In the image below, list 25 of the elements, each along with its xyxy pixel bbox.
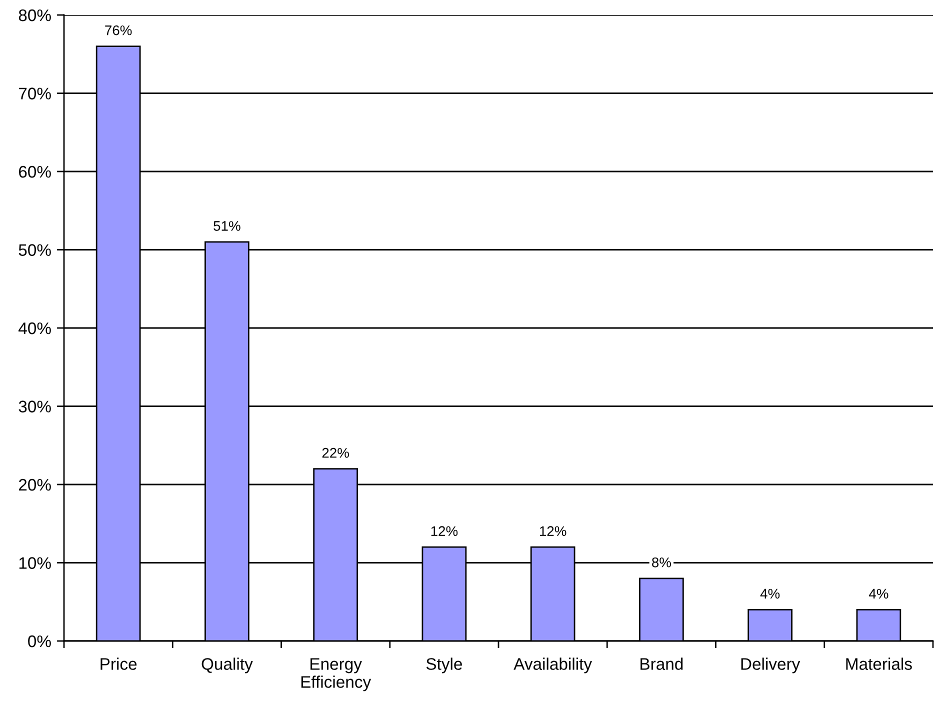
data-label: 4%: [760, 588, 780, 599]
y-tick-label: 50%: [18, 244, 51, 256]
x-tick-label: Delivery: [741, 658, 800, 674]
y-tick-label: 40%: [18, 322, 51, 334]
x-tick-label: Quality: [202, 658, 253, 674]
y-tick-label: 70%: [18, 88, 51, 100]
x-tick-label: Brand: [640, 658, 683, 670]
data-label: 12%: [431, 526, 458, 536]
data-label: 4%: [868, 588, 888, 599]
data-label: 12%: [540, 526, 566, 536]
data-label: 8%: [652, 557, 671, 568]
data-label: 22%: [322, 448, 349, 458]
x-tick-label: Availability: [514, 658, 592, 674]
x-tick-label: Price: [100, 658, 137, 670]
x-tick-label: Energy Efficiency: [301, 658, 372, 692]
y-tick-label: 30%: [18, 400, 51, 412]
x-tick-label: Materials: [846, 658, 912, 670]
y-tick-label: 20%: [18, 478, 51, 491]
y-tick-label: 60%: [18, 166, 51, 178]
data-label: 76%: [105, 25, 132, 36]
y-tick-label: 0%: [28, 635, 51, 648]
y-tick-label: 80%: [18, 9, 51, 22]
data-label: 51%: [214, 221, 240, 231]
x-tick-label: Style: [426, 658, 462, 674]
y-tick-label: 10%: [19, 557, 51, 569]
